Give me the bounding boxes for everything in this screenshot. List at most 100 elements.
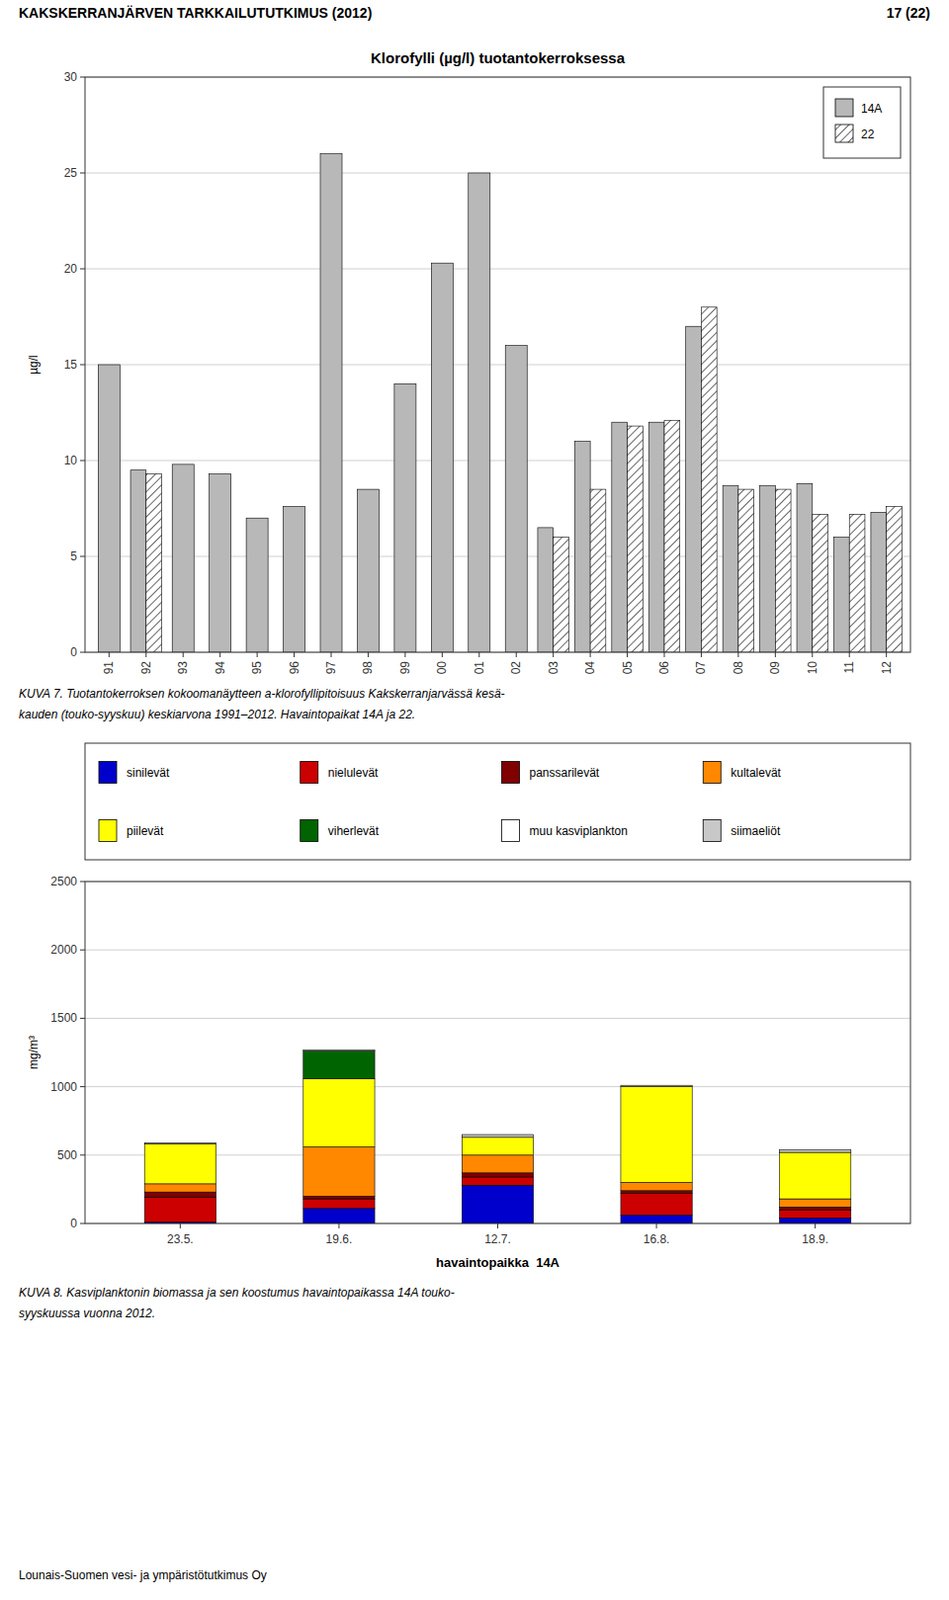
bar (394, 383, 417, 653)
grid-line (85, 1018, 911, 1020)
bar (812, 514, 829, 653)
bar (356, 489, 379, 653)
page: KAKSKERRANJÄRVEN TARKKAILUTUTKIMUS (2012… (0, 0, 949, 1600)
bar-segment (620, 1182, 692, 1191)
bar (796, 483, 813, 653)
legend-swatch (300, 820, 319, 843)
bar-segment (144, 1143, 216, 1145)
x-tick-label: 08 (731, 661, 746, 676)
x-tick (497, 1223, 499, 1229)
plot-frame (85, 881, 911, 1224)
bar-segment (620, 1215, 692, 1224)
y-axis-label: mg/m³ (26, 1035, 41, 1070)
legend-entry: muu kasviplankton (529, 824, 628, 839)
y-tick-label: 500 (57, 1148, 78, 1163)
grid-line (85, 460, 911, 462)
y-tick-label: 15 (64, 357, 79, 372)
x-tick (811, 652, 813, 658)
bar-segment (620, 1194, 692, 1216)
legend-swatch (702, 762, 721, 784)
x-tick-label: 09 (768, 661, 782, 676)
bar (97, 364, 120, 653)
y-tick-label: 2500 (50, 874, 78, 889)
legend-entry: viherlevät (328, 824, 380, 839)
bar (246, 517, 268, 653)
y-tick (80, 556, 86, 558)
x-tick (663, 652, 665, 658)
legend-entry: kultalevät (730, 766, 781, 780)
bar-segment (779, 1217, 852, 1224)
y-tick-label: 0 (70, 645, 78, 660)
bar (648, 422, 665, 653)
x-tick-label: 98 (360, 661, 375, 676)
bar (574, 441, 591, 653)
bar-segment (303, 1196, 375, 1200)
x-tick (219, 652, 221, 658)
legend-entry: sinilevät (126, 766, 171, 780)
bar-segment (303, 1208, 375, 1224)
bar (283, 507, 306, 653)
grid-line (85, 949, 911, 951)
bar (722, 485, 739, 653)
x-tick-label: 12 (879, 661, 894, 676)
x-tick (441, 652, 443, 658)
x-tick (404, 652, 406, 658)
x-tick-label: 05 (620, 661, 635, 676)
y-tick (80, 1018, 86, 1020)
bar-segment (779, 1207, 852, 1210)
bar (627, 426, 644, 653)
x-tick-label: 99 (398, 661, 413, 676)
legend: 14A22 (823, 86, 901, 159)
plot-frame (85, 77, 911, 653)
bar-segment (620, 1087, 692, 1184)
x-tick-label: 96 (287, 661, 302, 676)
legend-entry: nielulevät (328, 766, 379, 780)
bar-segment (461, 1177, 533, 1186)
bar-segment (620, 1086, 692, 1088)
x-tick (257, 652, 259, 658)
legend-entry: siimaeliöt (730, 824, 781, 839)
x-tick-label: 11 (842, 661, 857, 675)
bar (431, 262, 453, 653)
bar (611, 422, 628, 653)
bar-segment (303, 1050, 375, 1052)
x-tick (108, 652, 110, 658)
bar (870, 512, 887, 653)
bar-segment (779, 1199, 852, 1208)
y-tick-label: 25 (64, 166, 79, 180)
x-axis-label: havaintopaikka 14A (435, 1255, 561, 1271)
bar-segment (303, 1199, 375, 1209)
y-tick-label: 30 (64, 70, 79, 85)
x-tick-label: 04 (583, 661, 598, 676)
x-tick (331, 652, 333, 658)
x-tick-label: 93 (175, 661, 190, 676)
bar (146, 474, 163, 653)
x-tick-label: 01 (472, 661, 487, 676)
bar (468, 172, 491, 653)
y-tick (80, 172, 86, 174)
y-tick (80, 460, 86, 462)
bar-segment (779, 1152, 852, 1200)
legend-swatch (702, 820, 721, 843)
y-tick-label: 0 (70, 1216, 78, 1231)
y-tick (80, 364, 86, 366)
x-tick (737, 652, 739, 658)
bar (505, 345, 527, 653)
y-tick-label: 20 (64, 261, 79, 276)
y-tick-label: 1500 (50, 1011, 78, 1026)
bar (537, 527, 554, 653)
x-tick-label: 18.9. (801, 1232, 829, 1247)
x-tick-label: 12.7. (484, 1232, 512, 1247)
chart-title: Klorofylli (µg/l) tuotantokerroksessa (370, 49, 626, 67)
x-tick (885, 652, 887, 658)
x-tick (590, 652, 592, 658)
bar-segment (620, 1085, 692, 1087)
y-tick (80, 949, 86, 951)
legend-swatch (502, 820, 520, 843)
x-tick-label: 10 (805, 661, 820, 676)
grid-line (85, 364, 911, 366)
x-tick-label: 91 (101, 661, 116, 676)
caption: KUVA 7. Tuotantokerroksen kokoomanäyttee… (18, 687, 506, 701)
x-tick-label: 19.6. (326, 1232, 353, 1247)
bar-segment (779, 1149, 852, 1153)
